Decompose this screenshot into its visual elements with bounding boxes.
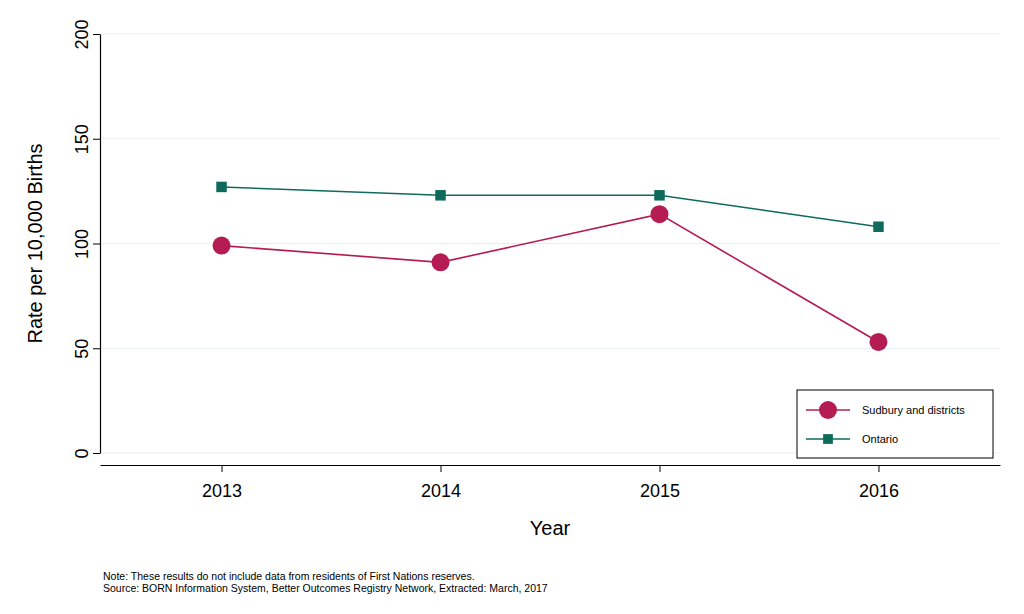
data-point (650, 205, 668, 223)
legend-label: Ontario (862, 433, 898, 445)
y-tick-mark (93, 139, 100, 140)
grid-line (100, 243, 1000, 244)
x-tick: 2015 (640, 465, 680, 501)
annotation: Note: These results do not include data … (103, 570, 475, 582)
y-tick: 0 (72, 448, 100, 458)
y-tick-mark (93, 453, 100, 454)
x-tick-mark (222, 465, 223, 472)
y-tick: 100 (72, 229, 100, 259)
data-point (873, 221, 884, 232)
grid-line (100, 138, 1000, 139)
y-axis-title: Rate per 10,000 Births (24, 143, 46, 343)
y-axis: 0 50 100 150 200 (72, 19, 101, 458)
x-axis-line (101, 465, 1001, 466)
x-tick-label: 2016 (859, 481, 899, 501)
x-tick-mark (659, 465, 660, 472)
y-tick: 50 (72, 339, 100, 359)
data-point (654, 190, 665, 201)
y-tick-label: 50 (72, 339, 92, 359)
data-point (216, 182, 227, 193)
x-tick: 2016 (859, 465, 899, 501)
chart: 0 50 100 150 200 2013 2014 2015 2016 Rate per 10,… (0, 0, 1024, 614)
data-point (432, 253, 450, 271)
y-tick-label: 0 (72, 448, 92, 458)
y-axis-line (100, 35, 101, 454)
y-tick-mark (93, 348, 100, 349)
x-tick-label: 2015 (640, 481, 680, 501)
legend-marker (819, 401, 837, 419)
y-tick: 200 (72, 19, 100, 49)
x-tick: 2013 (202, 465, 242, 501)
data-point (213, 237, 231, 255)
series-line (222, 187, 879, 227)
y-tick-label: 150 (72, 124, 92, 154)
y-tick-mark (93, 244, 100, 245)
grid-line (100, 348, 1000, 349)
x-tick: 2014 (421, 465, 461, 501)
y-tick-label: 100 (72, 229, 92, 259)
plot-area (213, 182, 888, 351)
series-line (222, 214, 879, 342)
x-tick-label: 2013 (202, 481, 242, 501)
x-tick-mark (441, 465, 442, 472)
data-point (435, 190, 446, 201)
annotation: Source: BORN Information System, Better … (103, 582, 548, 594)
legend-box (797, 390, 993, 458)
legend: Sudbury and districts Ontario (797, 390, 993, 458)
y-tick: 150 (72, 124, 100, 154)
x-tick-label: 2014 (421, 481, 461, 501)
background (0, 0, 1024, 614)
legend-label: Sudbury and districts (862, 404, 965, 416)
x-tick-mark (878, 465, 879, 472)
x-axis: 2013 2014 2015 2016 (101, 465, 1001, 501)
y-tick-label: 200 (72, 19, 92, 49)
grid-line (100, 34, 1000, 35)
x-axis-title: Year (530, 517, 571, 539)
data-point (869, 333, 887, 351)
legend-marker (823, 434, 833, 444)
y-tick-mark (93, 34, 100, 35)
